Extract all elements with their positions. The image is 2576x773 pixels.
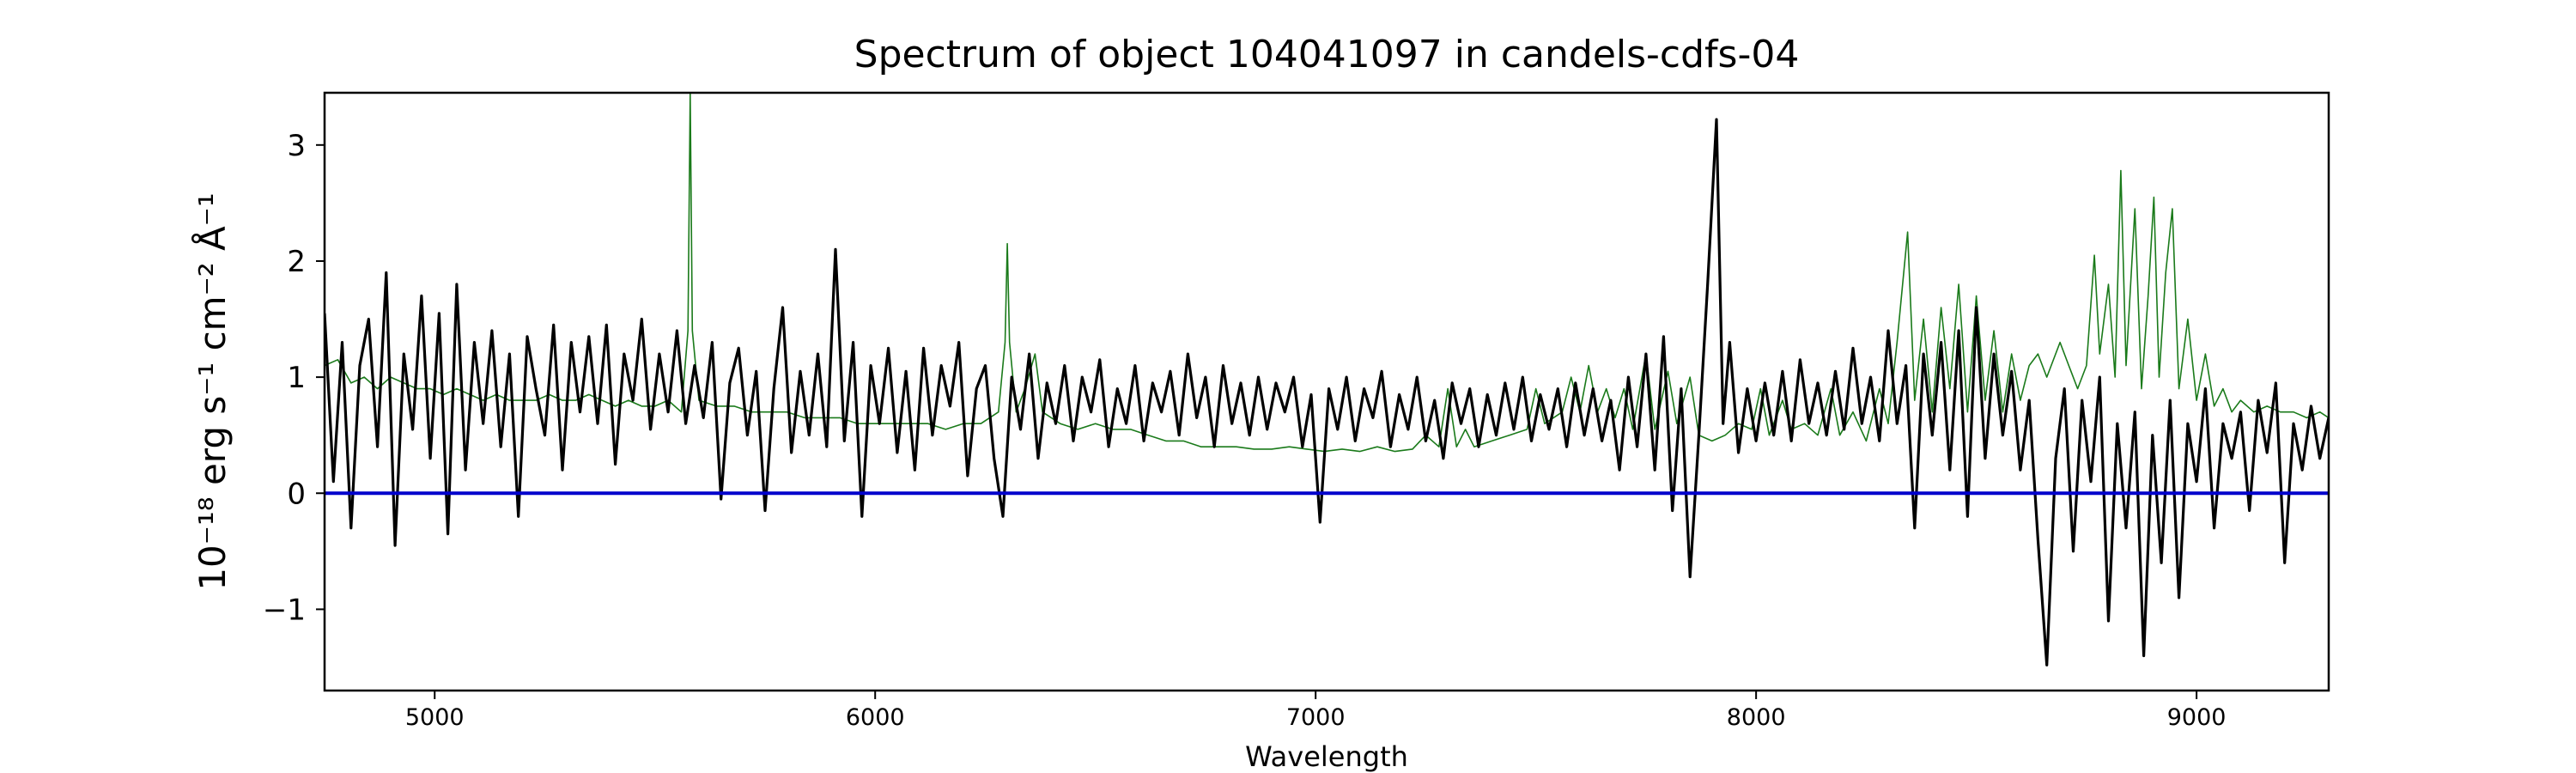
x-tick-label: 5000 — [405, 704, 465, 731]
y-tick-label: 2 — [287, 245, 306, 279]
x-tick-label: 8000 — [1727, 704, 1786, 731]
x-tick-label: 9000 — [2167, 704, 2227, 731]
y-axis-label: 10⁻¹⁸ erg s⁻¹ cm⁻² Å⁻¹ — [191, 192, 234, 590]
x-tick-label: 6000 — [846, 704, 905, 731]
x-axis-label: Wavelength — [1245, 740, 1408, 773]
y-tick-label: 3 — [287, 129, 306, 163]
y-tick-label: −1 — [263, 593, 306, 627]
y-axis: −1 0 1 2 3 — [263, 129, 325, 627]
plot-frame — [323, 91, 2330, 692]
chart-title: Spectrum of object 104041097 in candels-… — [854, 33, 1800, 76]
y-tick-label: 0 — [287, 477, 306, 511]
flux-spectrum-line — [325, 118, 2329, 666]
y-tick-label: 1 — [287, 361, 306, 395]
x-axis: 5000 6000 7000 8000 9000 — [405, 691, 2227, 731]
error-spectrum-line — [325, 93, 2329, 453]
x-tick-label: 7000 — [1286, 704, 1346, 731]
